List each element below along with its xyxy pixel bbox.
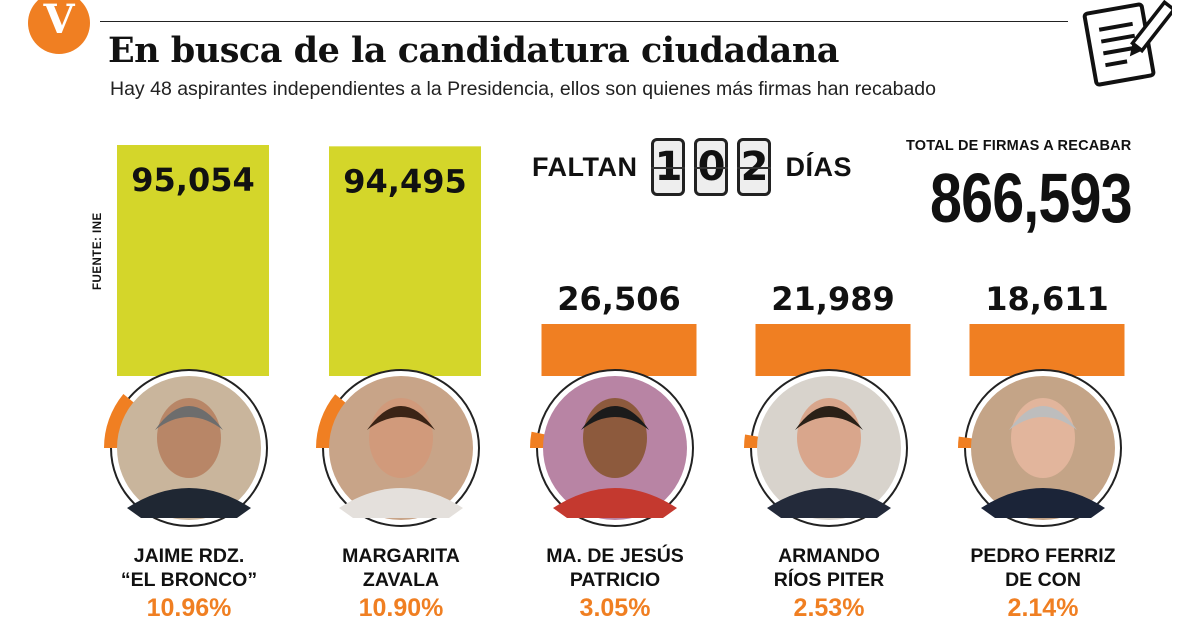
- percentage-arc: [744, 434, 759, 449]
- candidate-photo: [971, 376, 1115, 520]
- bar: [329, 146, 481, 376]
- candidate-percentage: 3.05%: [579, 594, 651, 622]
- percentage-arc: [530, 431, 546, 449]
- bar: [541, 324, 697, 376]
- countdown-prefix: FALTAN: [532, 151, 638, 182]
- bar: [755, 324, 911, 376]
- bar-value-label: 94,495: [343, 162, 466, 200]
- percentage-arc: [316, 394, 347, 449]
- header-rule: [100, 21, 1068, 22]
- countdown: FALTAN 1 0 2 DÍAS: [532, 134, 852, 200]
- document-pencil-icon: [1082, 0, 1172, 87]
- candidate-percentage: 10.90%: [358, 594, 444, 622]
- bar: [117, 145, 269, 376]
- countdown-digit: 2: [737, 138, 772, 196]
- candidate-photo: [329, 376, 473, 520]
- countdown-digits: 1 0 2: [651, 138, 772, 196]
- candidate-percentage: 10.96%: [146, 594, 232, 622]
- bar: [969, 324, 1125, 376]
- bar-value-label: 18,611: [985, 280, 1108, 318]
- countdown-digit: 0: [694, 138, 729, 196]
- candidate-percentage: 2.53%: [793, 594, 865, 622]
- brand-logo: V: [28, 0, 90, 54]
- candidate-name: MA. DE JESÚS PATRICIO: [546, 545, 684, 591]
- candidate-percentage: 2.14%: [1007, 594, 1079, 622]
- bar-value-label: 95,054: [131, 161, 254, 199]
- candidate-name: JAIME RDZ. “EL BRONCO”: [120, 545, 258, 591]
- total-label: TOTAL DE FIRMAS A RECABAR: [906, 138, 1132, 154]
- bar-value-label: 21,989: [771, 280, 894, 318]
- percentage-arc: [104, 393, 135, 449]
- countdown-suffix: DÍAS: [785, 151, 852, 182]
- page-title: En busca de la candidatura ciudadana: [108, 30, 839, 71]
- candidate-name: ARMANDO RÍOS PITER: [773, 545, 885, 591]
- bar-value-label: 26,506: [557, 280, 680, 318]
- candidate-photo: [117, 376, 261, 520]
- candidate-photo: [543, 376, 687, 520]
- candidate-photo: [757, 376, 901, 520]
- percentage-arc: [958, 436, 973, 449]
- countdown-digit: 1: [651, 138, 686, 196]
- candidate-name: MARGARITA ZAVALA: [342, 545, 460, 591]
- total-value: 866,593: [930, 159, 1133, 237]
- page-subtitle: Hay 48 aspirantes independientes a la Pr…: [110, 78, 936, 100]
- candidate-name: PEDRO FERRIZ DE CON: [970, 545, 1116, 591]
